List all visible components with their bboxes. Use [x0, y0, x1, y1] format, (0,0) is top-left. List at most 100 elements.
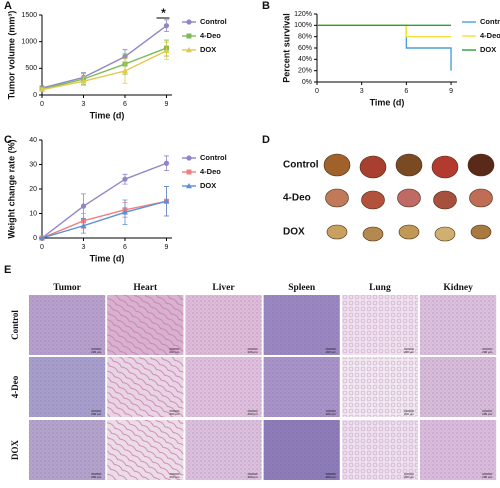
- y-axis-label: Weight change rate (%): [6, 139, 16, 238]
- column-header: Liver: [212, 283, 235, 293]
- marker: [121, 68, 128, 74]
- row-label: DOX: [10, 440, 20, 461]
- y-tick-label: 0: [33, 235, 37, 242]
- annotation: *: [161, 6, 166, 20]
- legend-label: DOX: [200, 45, 216, 54]
- histology-texture: [341, 295, 418, 355]
- y-tick-label: 120%: [294, 11, 312, 18]
- marker: [186, 33, 192, 39]
- tumor-photo: [397, 188, 421, 208]
- column-header: Heart: [133, 283, 158, 293]
- marker: [163, 160, 170, 166]
- panel-label: B: [262, 0, 270, 12]
- tumor-photo: [359, 155, 387, 179]
- tumor-photo: [398, 224, 420, 240]
- histology-texture: [341, 420, 418, 480]
- marker: [163, 198, 170, 204]
- x-tick-label: 6: [123, 244, 127, 251]
- series-line: [41, 162, 167, 239]
- panel-label: C: [4, 134, 12, 146]
- tumor-photo: [361, 190, 385, 210]
- x-tick-label: 0: [40, 101, 44, 108]
- panel-label: D: [262, 134, 270, 146]
- y-tick-label: 10: [29, 210, 37, 217]
- scale-label: 200 μm: [91, 350, 102, 354]
- series-line: [317, 24, 452, 38]
- scale-label: 200 μm: [482, 350, 493, 354]
- tumor-photo: [323, 153, 351, 177]
- legend-label: 4-Deo: [200, 167, 221, 176]
- series-line: [41, 25, 167, 89]
- y-tick-label: 100%: [294, 22, 312, 29]
- series-line: [317, 24, 452, 71]
- marker: [186, 183, 192, 189]
- series-line: [41, 47, 167, 90]
- marker: [163, 23, 170, 29]
- tumor-photo: [362, 226, 384, 242]
- histology-texture: [29, 295, 106, 355]
- marker: [186, 169, 192, 175]
- scale-label: 200 μm: [91, 475, 102, 479]
- x-tick-label: 9: [449, 88, 453, 95]
- marker: [186, 155, 192, 161]
- y-tick-label: 500: [25, 65, 37, 72]
- x-tick-label: 0: [40, 244, 44, 251]
- marker: [122, 176, 128, 182]
- scale-label: 200 μm: [91, 412, 102, 416]
- marker: [80, 203, 87, 209]
- marker: [186, 47, 192, 53]
- legend-label: Control: [200, 17, 227, 26]
- tumor-photo: [325, 188, 349, 208]
- marker: [39, 86, 45, 92]
- legend-label: DOX: [200, 181, 216, 190]
- marker: [39, 235, 45, 241]
- column-header: Tumor: [53, 283, 81, 293]
- y-tick-label: 20: [29, 186, 37, 193]
- column-header: Spleen: [288, 283, 316, 293]
- y-tick-label: 60%: [298, 45, 312, 52]
- tumor-photo: [431, 155, 459, 179]
- histology-texture: [107, 357, 184, 417]
- y-tick-label: 20%: [298, 68, 312, 75]
- marker: [163, 47, 170, 53]
- row-label: 4-Deo: [10, 375, 20, 398]
- panel-label: E: [4, 264, 11, 276]
- scale-label: 200 μm: [404, 350, 415, 354]
- legend-label: DOX: [480, 45, 496, 54]
- marker: [80, 222, 87, 228]
- y-tick-label: 0: [33, 92, 37, 99]
- histology-texture: [263, 295, 340, 355]
- x-tick-label: 3: [360, 88, 364, 95]
- x-tick-label: 3: [82, 244, 86, 251]
- x-axis-label: Time (d): [90, 253, 125, 263]
- scale-label: 200 μm: [169, 350, 180, 354]
- series-line: [41, 200, 167, 239]
- legend-label: 4-Deo: [200, 31, 221, 40]
- histology-texture: [185, 295, 262, 355]
- tumor-photo: [470, 224, 492, 240]
- histology-texture: [341, 357, 418, 417]
- y-axis-label: Tumor volume (mm³): [6, 11, 16, 100]
- y-axis-label: Percent survival: [281, 13, 291, 83]
- scale-label: 200 μm: [169, 475, 180, 479]
- x-tick-label: 3: [82, 101, 86, 108]
- scale-label: 200 μm: [482, 475, 493, 479]
- x-tick-label: 9: [165, 101, 169, 108]
- scale-label: 200 μm: [482, 412, 493, 416]
- x-tick-label: 6: [123, 101, 127, 108]
- scale-label: 200 μm: [248, 412, 259, 416]
- x-axis-label: Time (d): [90, 110, 125, 120]
- x-tick-label: 9: [165, 244, 169, 251]
- legend-label: Control: [200, 153, 227, 162]
- histology-texture: [420, 295, 497, 355]
- row-label: DOX: [283, 227, 305, 238]
- histology-texture: [263, 420, 340, 480]
- column-header: Lung: [369, 283, 391, 293]
- y-tick-label: 40: [29, 137, 37, 144]
- series-line: [41, 200, 167, 239]
- marker: [121, 209, 128, 215]
- histology-texture: [185, 420, 262, 480]
- scale-label: 200 μm: [326, 475, 337, 479]
- x-tick-label: 6: [404, 88, 408, 95]
